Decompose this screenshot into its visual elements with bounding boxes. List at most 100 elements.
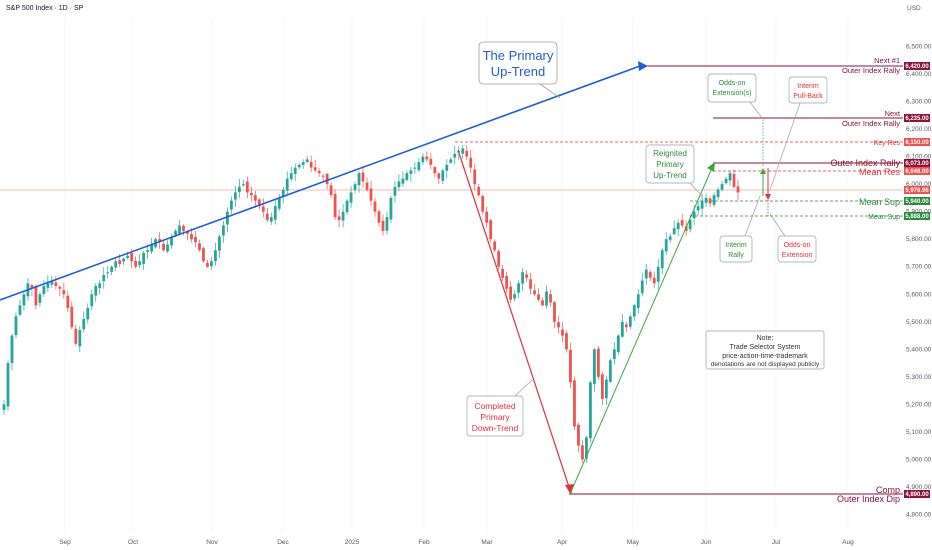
tag-last: 5,976.96: [905, 188, 929, 194]
candle-body: [206, 262, 209, 267]
y-tick-label: 6,200.00: [906, 126, 932, 133]
reignited-callout: Reignited Primary Up-Trend: [645, 144, 703, 197]
candle-body: [589, 382, 592, 439]
oddson-extension-callout: Odds-on Extension: [769, 213, 817, 263]
next-label-a: Next: [885, 109, 901, 118]
primary-uptrend-label-1: The Primary: [483, 48, 554, 63]
reignited-label-3: Up-Trend: [653, 171, 687, 180]
candle-body: [102, 275, 106, 282]
y-tick-label: 4,800.00: [906, 511, 932, 518]
tag-key-res: 6,150.00: [905, 140, 929, 146]
candle-body: [648, 272, 652, 278]
y-tick-label: 5,700.00: [906, 264, 932, 271]
x-axis[interactable]: Sep Oct Nov Dec 2025 Feb Mar Apr May Jun Jul Aug: [59, 539, 854, 546]
candle-body: [473, 169, 477, 185]
candle-body: [265, 213, 269, 220]
candle-body: [581, 445, 584, 460]
tag-mean-sup2: 5,888.00: [905, 214, 929, 220]
right-level-labels: Next #1 Outer Index Rally Next Outer Ind…: [830, 56, 900, 504]
y-tick-label: 6,000.00: [906, 181, 932, 188]
candle-body: [688, 219, 692, 230]
y-tick-label: 5,600.00: [906, 291, 932, 298]
candle-body: [114, 261, 118, 268]
candle-body: [353, 184, 357, 190]
candle-body: [541, 300, 544, 306]
oddson-ext-label-2: Extension(s): [713, 90, 752, 97]
candle-body: [285, 178, 289, 191]
candle-body: [62, 290, 66, 295]
candle-body: [656, 266, 660, 282]
next1-label-a: Next #1: [874, 56, 900, 65]
vertical-gridlines: [64, 18, 849, 532]
interim-rally-label-2: Rally: [728, 252, 744, 259]
candle-body: [325, 173, 329, 185]
candle-body: [150, 244, 153, 252]
candle-body: [445, 164, 449, 171]
candle-body: [225, 211, 229, 225]
candle-body: [345, 200, 349, 213]
candle-body: [110, 266, 114, 272]
candle-body: [489, 220, 493, 240]
candle-body: [373, 201, 377, 212]
reignited-uptrend-line: [569, 167, 713, 495]
candle-body: [461, 148, 465, 154]
candle-body: [529, 279, 532, 289]
price-tags: 6,420.00 6,235.00 6,150.00 6,073.00 6,04…: [904, 62, 930, 498]
y-tick-label: 5,500.00: [906, 319, 932, 326]
currency-label: USD: [907, 5, 921, 12]
candle-body: [477, 186, 481, 196]
tag-next1: 6,420.00: [905, 64, 929, 70]
candle-body: [134, 260, 138, 267]
completed-callout: Completed Primary Down-Trend: [466, 379, 533, 437]
candle-body: [636, 294, 640, 308]
candle-body: [389, 197, 393, 220]
candle-body: [497, 251, 501, 267]
candle-body: [433, 167, 437, 174]
comp-label-a: Comp: [876, 485, 900, 495]
candle-body: [146, 250, 150, 252]
candle-body: [178, 225, 181, 234]
candle-body: [277, 197, 281, 209]
candle-body: [293, 167, 297, 175]
candle-body: [106, 272, 110, 274]
candle-body: [465, 150, 469, 157]
primary-uptrend-arrowhead: [638, 61, 648, 71]
candle-body: [253, 195, 257, 201]
candle-body: [218, 236, 221, 251]
candle-body: [237, 186, 241, 193]
note-line-3: price-action-time-trademark: [722, 353, 808, 360]
candle-body: [704, 197, 708, 203]
candle-body: [736, 186, 740, 193]
candle-body: [549, 294, 552, 303]
candle-body: [22, 294, 26, 306]
candle-body: [385, 217, 389, 231]
x-tick-label: Sep: [59, 539, 71, 546]
candle-body: [644, 269, 648, 279]
candle-body: [365, 182, 369, 190]
candle-body: [405, 173, 409, 181]
candle-body: [624, 324, 628, 328]
candle-body: [138, 261, 142, 266]
candle-body: [521, 272, 524, 284]
candle-body: [708, 198, 712, 204]
candle-body: [537, 294, 540, 300]
x-tick-label: 2025: [345, 539, 360, 546]
candle-body: [174, 230, 177, 235]
candle-body: [393, 186, 397, 196]
candle-body: [357, 173, 361, 186]
candle-body: [397, 181, 401, 188]
candle-body: [493, 241, 497, 251]
candle-body: [700, 200, 704, 209]
key-res-label: Key Res: [874, 140, 901, 147]
candle-body: [261, 206, 265, 212]
candle-body: [50, 280, 54, 285]
candle-body: [166, 244, 169, 252]
candle-body: [620, 321, 624, 337]
candle-body: [612, 349, 616, 359]
candle-body: [333, 193, 337, 218]
candle-body: [716, 189, 720, 198]
candle-body: [38, 294, 42, 303]
primary-uptrend-callout: The Primary Up-Trend: [478, 41, 561, 99]
candle-body: [561, 329, 564, 336]
